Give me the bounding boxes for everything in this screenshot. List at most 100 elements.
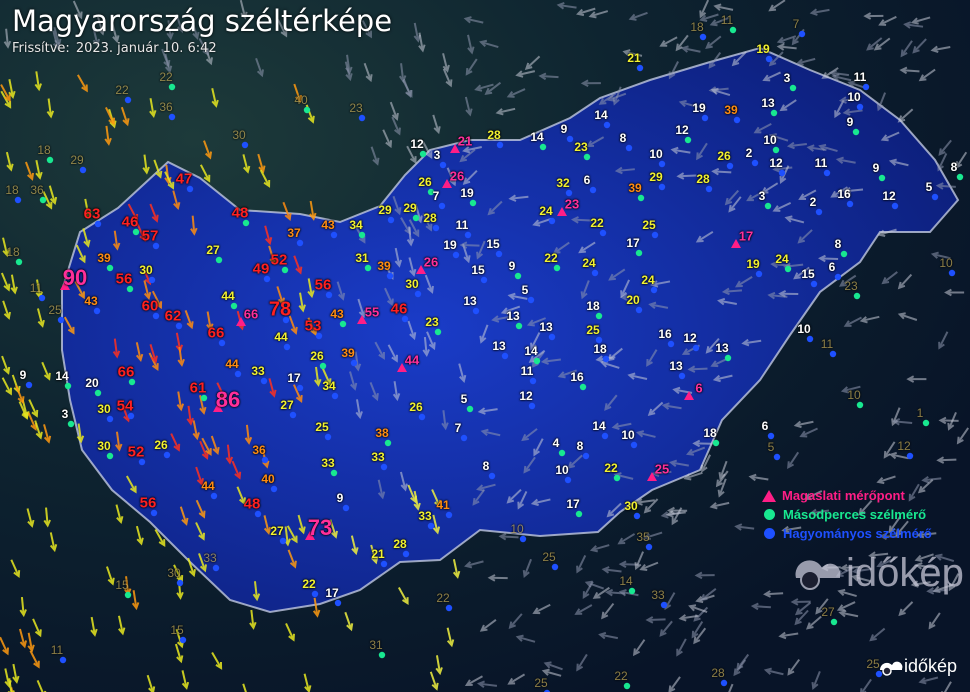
station-marker — [853, 292, 861, 300]
station-marker — [179, 636, 187, 644]
wind-arrow — [135, 525, 144, 546]
wind-gust-label: 10 — [510, 522, 524, 536]
wind-arrow — [506, 488, 522, 504]
wind-gust-label: 8 — [482, 459, 490, 473]
wind-gust-label: 17 — [325, 586, 339, 600]
wind-arrow — [628, 11, 648, 21]
wind-arrow — [151, 290, 163, 310]
wind-gust-label: 48 — [243, 495, 261, 513]
wind-gust-label: 5 — [460, 392, 468, 406]
station-marker — [152, 312, 160, 320]
wind-arrow — [507, 673, 526, 685]
wind-arrow — [680, 45, 701, 53]
wind-gust-label: 9 — [872, 161, 880, 175]
wind-arrow — [840, 385, 861, 394]
elevation-station-marker — [305, 531, 315, 540]
wind-gust-label: 39 — [628, 181, 642, 195]
wind-arrow — [487, 200, 503, 216]
wind-arrow — [918, 676, 939, 685]
station-marker — [699, 33, 707, 41]
station-marker — [724, 354, 732, 362]
wind-gust-label: 66 — [243, 306, 259, 322]
wind-arrow — [187, 557, 196, 578]
wind-gust-label: 23 — [349, 101, 363, 115]
wind-arrow — [24, 161, 35, 181]
station-marker — [692, 344, 700, 352]
wind-gust-label: 90 — [62, 265, 88, 290]
wind-arrow — [170, 433, 181, 452]
station-marker — [234, 370, 242, 378]
wind-arrow — [715, 470, 729, 488]
station-marker — [163, 451, 171, 459]
station-marker — [427, 188, 435, 196]
wind-arrow — [938, 139, 952, 156]
wind-gust-label: 26 — [449, 168, 465, 184]
wind-arrow — [32, 618, 42, 638]
wind-gust-label: 11 — [853, 70, 867, 84]
wind-gust-label: 37 — [287, 226, 301, 240]
station-marker — [519, 535, 527, 543]
wind-arrow — [149, 203, 159, 223]
wind-arrow — [441, 410, 449, 431]
wind-arrow — [798, 189, 817, 200]
station-marker — [650, 286, 658, 294]
wind-arrow — [786, 141, 807, 150]
station-marker — [330, 469, 338, 477]
wind-gust-label: 66 — [207, 324, 225, 342]
wind-gust-label: 25 — [542, 550, 556, 564]
station-marker — [432, 224, 440, 232]
wind-arrow — [179, 506, 189, 526]
wind-gust-label: 22 — [436, 591, 450, 605]
wind-arrow — [429, 671, 439, 691]
station-marker — [778, 169, 786, 177]
wind-gust-label: 12 — [410, 137, 424, 151]
wind-gust-label: 22 — [159, 70, 173, 84]
station-marker — [469, 199, 477, 207]
wind-arrow — [12, 663, 20, 684]
wind-arrow — [767, 291, 788, 300]
wind-arrow — [598, 631, 619, 640]
station-marker — [358, 114, 366, 122]
wind-arrow — [948, 573, 960, 592]
wind-arrow — [408, 219, 420, 238]
wind-arrow — [586, 136, 605, 148]
wind-gust-label: 9 — [336, 491, 344, 505]
wind-gust-label: 13 — [715, 341, 729, 355]
wind-arrow — [834, 99, 845, 119]
triangle-icon — [762, 489, 776, 502]
wind-arrow — [397, 586, 409, 606]
wind-arrow — [642, 531, 663, 541]
wind-gust-label: 12 — [519, 389, 533, 403]
station-marker — [289, 411, 297, 419]
wind-arrow — [601, 566, 622, 574]
station-marker — [283, 343, 291, 351]
wind-arrow — [634, 498, 655, 506]
wind-arrow — [48, 185, 58, 205]
station-marker — [331, 392, 339, 400]
wind-arrow — [506, 88, 526, 98]
station-marker — [242, 219, 250, 227]
wind-arrow — [868, 551, 889, 559]
station-marker — [770, 109, 778, 117]
wind-arrow — [350, 535, 359, 556]
wind-arrow — [734, 276, 753, 288]
wind-gust-label: 18 — [703, 426, 717, 440]
elevation-station-marker — [450, 144, 460, 153]
wind-arrow — [2, 237, 10, 258]
wind-arrow — [713, 3, 734, 11]
station-marker — [296, 384, 304, 392]
wind-gust-label: 9 — [846, 115, 854, 129]
wind-gust-label: 10 — [939, 256, 953, 270]
station-marker — [651, 231, 659, 239]
wind-arrow — [413, 490, 421, 511]
wind-gust-label: 13 — [539, 320, 553, 334]
station-marker — [175, 322, 183, 330]
wind-gust-label: 27 — [270, 524, 284, 538]
wind-gust-label: 3 — [61, 407, 69, 421]
wind-arrow — [696, 142, 708, 161]
wind-arrow — [717, 478, 727, 498]
dot-icon — [764, 528, 775, 539]
wind-arrow — [3, 28, 12, 49]
wind-arrow — [349, 371, 358, 391]
wind-gust-label: 40 — [261, 472, 275, 486]
